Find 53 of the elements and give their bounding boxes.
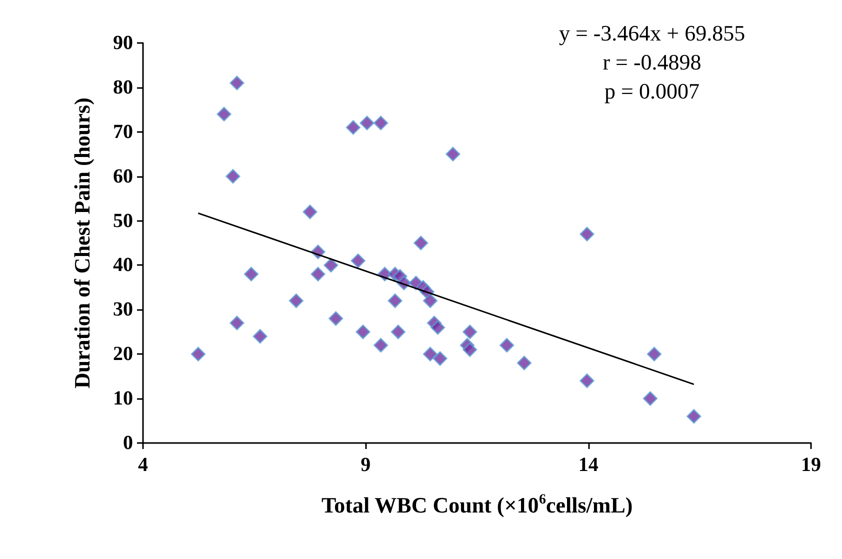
point — [252, 329, 268, 344]
point — [374, 338, 388, 352]
y-axis-title: Duration of Chest Pain (hours) — [70, 98, 94, 388]
point — [422, 346, 438, 362]
x-tick-label: 19 — [801, 454, 821, 476]
point — [302, 204, 318, 220]
y-tick-label: 60 — [113, 165, 133, 188]
point — [390, 324, 406, 340]
point — [360, 116, 374, 130]
point — [374, 116, 388, 130]
y-tick-label: 70 — [113, 120, 133, 143]
point — [500, 338, 514, 352]
y-tick-label: 50 — [113, 210, 133, 232]
point — [216, 106, 232, 122]
point — [310, 266, 326, 282]
x-tick-label: 14 — [578, 454, 598, 476]
point — [422, 294, 438, 308]
point — [516, 356, 532, 370]
point — [414, 236, 428, 250]
point — [432, 351, 448, 366]
point — [686, 409, 702, 424]
point — [642, 391, 658, 406]
y-tick-label: 30 — [113, 298, 133, 321]
point — [430, 320, 446, 335]
point — [324, 258, 338, 272]
y-tick-label: 20 — [113, 343, 133, 366]
x-tick-label: 9 — [360, 454, 371, 476]
point — [226, 169, 240, 184]
annotation: p = 0.0007 — [604, 78, 700, 104]
point — [328, 311, 344, 326]
y-tick-label: 10 — [113, 388, 133, 410]
point — [350, 254, 366, 268]
point — [230, 76, 244, 90]
point — [462, 324, 478, 340]
point — [356, 324, 370, 340]
point — [462, 342, 478, 357]
point — [646, 346, 662, 362]
annotation: r = -0.4898 — [602, 50, 702, 74]
point — [446, 146, 460, 162]
y-tick-label: 80 — [113, 76, 133, 98]
point — [230, 316, 244, 330]
y-tick-label: 90 — [113, 32, 133, 54]
x-tick-label: 4 — [138, 454, 148, 476]
annotation: y = -3.464x + 69.855 — [558, 20, 746, 46]
point — [190, 346, 206, 362]
point — [244, 266, 258, 282]
point — [580, 226, 594, 242]
point — [580, 374, 594, 388]
y-tick-label: 0 — [123, 432, 133, 454]
point — [388, 294, 402, 308]
point — [346, 120, 360, 135]
y-tick-label: 40 — [113, 254, 133, 276]
point — [288, 294, 304, 308]
